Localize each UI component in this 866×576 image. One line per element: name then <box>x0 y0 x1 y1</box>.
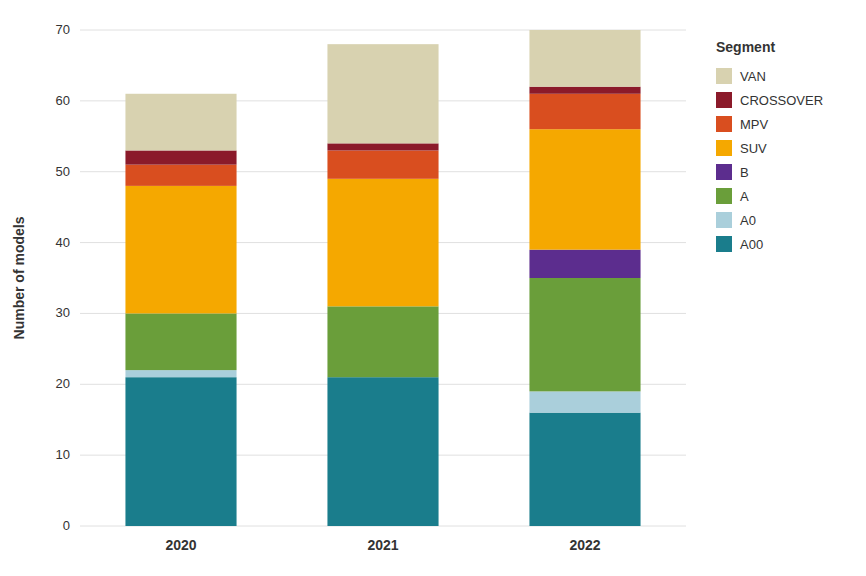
bar-segment <box>125 94 236 151</box>
chart-container: 0 10 20 30 40 50 60 70 Number of models 2020 2021 2… <box>0 0 866 576</box>
y-tick-label: 50 <box>56 164 70 179</box>
bar-segment <box>327 179 438 307</box>
bar-segment <box>529 129 640 249</box>
grid <box>80 30 686 526</box>
legend-label: B <box>740 165 749 180</box>
bar-segment <box>529 87 640 94</box>
bar-segment <box>125 150 236 164</box>
legend-swatch <box>716 236 732 252</box>
bar-segment <box>327 44 438 143</box>
bar-segment <box>327 306 438 377</box>
legend-label: A0 <box>740 213 756 228</box>
x-tick-label: 2022 <box>569 537 600 553</box>
legend-swatch <box>716 164 732 180</box>
legend-swatch <box>716 92 732 108</box>
legend-label: A00 <box>740 237 763 252</box>
y-tick-label: 40 <box>56 235 70 250</box>
bar-segment <box>125 165 236 186</box>
bar-segment <box>125 186 236 314</box>
chart: 0 10 20 30 40 50 60 70 Number of models 2020 2021 2… <box>0 0 866 576</box>
y-tick-label: 20 <box>56 376 70 391</box>
bar-segment <box>529 94 640 129</box>
legend-title: Segment <box>716 39 775 55</box>
y-tick-label: 10 <box>56 447 70 462</box>
bar-segment <box>125 377 236 526</box>
legend-swatch <box>716 68 732 84</box>
bar-segment <box>327 150 438 178</box>
legend-label: A <box>740 189 749 204</box>
legend-swatch <box>716 188 732 204</box>
legend-label: CROSSOVER <box>740 93 823 108</box>
bar-segment <box>529 30 640 87</box>
bar-segment <box>529 391 640 412</box>
bar-segment <box>125 370 236 377</box>
legend-label: VAN <box>740 69 766 84</box>
legend-label: MPV <box>740 117 769 132</box>
bar-segment <box>327 377 438 526</box>
y-tick-label: 60 <box>56 93 70 108</box>
legend-label: SUV <box>740 141 767 156</box>
legend-swatch <box>716 116 732 132</box>
x-tick-label: 2020 <box>165 537 196 553</box>
y-tick-label: 0 <box>63 518 70 533</box>
y-tick-label: 70 <box>56 22 70 37</box>
legend-swatch <box>716 140 732 156</box>
x-tick-label: 2021 <box>367 537 398 553</box>
bar-segment <box>125 313 236 370</box>
bar-segment <box>529 250 640 278</box>
y-axis-label: Number of models <box>11 216 27 339</box>
bar-segment <box>327 143 438 150</box>
bars <box>125 30 640 526</box>
y-tick-label: 30 <box>56 305 70 320</box>
legend: Segment VAN CROSSOVER MPV SUV BA A0 A00 <box>716 39 823 252</box>
bar-segment <box>529 278 640 391</box>
bar-segment <box>529 413 640 526</box>
legend-swatch <box>716 212 732 228</box>
